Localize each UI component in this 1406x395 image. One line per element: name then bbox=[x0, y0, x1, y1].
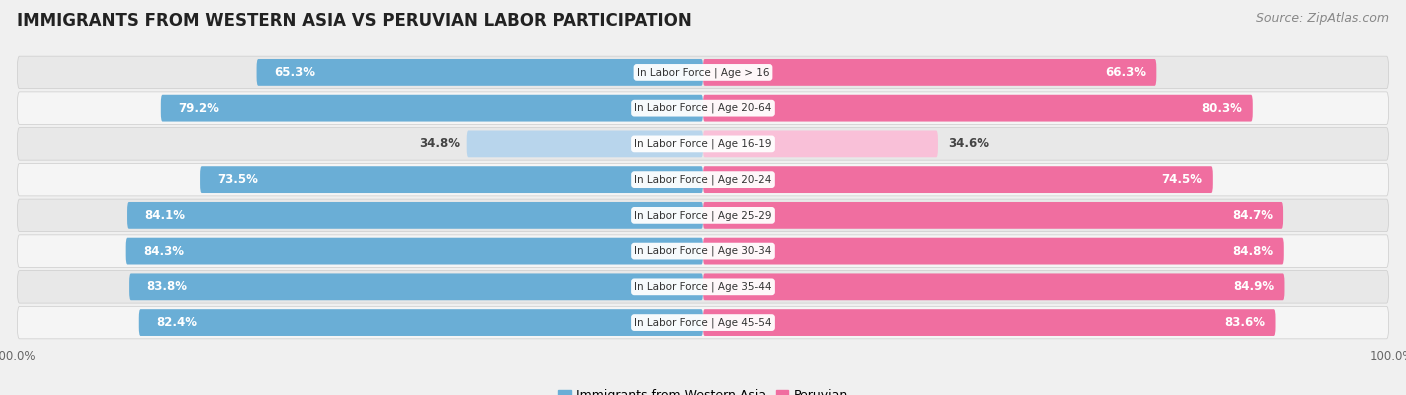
FancyBboxPatch shape bbox=[127, 202, 703, 229]
Text: 84.7%: 84.7% bbox=[1232, 209, 1272, 222]
FancyBboxPatch shape bbox=[129, 273, 703, 300]
FancyBboxPatch shape bbox=[703, 202, 1284, 229]
FancyBboxPatch shape bbox=[703, 273, 1285, 300]
Text: In Labor Force | Age 25-29: In Labor Force | Age 25-29 bbox=[634, 210, 772, 221]
FancyBboxPatch shape bbox=[17, 271, 1389, 303]
FancyBboxPatch shape bbox=[125, 238, 703, 265]
FancyBboxPatch shape bbox=[703, 130, 938, 157]
FancyBboxPatch shape bbox=[256, 59, 703, 86]
FancyBboxPatch shape bbox=[467, 130, 703, 157]
FancyBboxPatch shape bbox=[200, 166, 703, 193]
Text: 83.6%: 83.6% bbox=[1225, 316, 1265, 329]
Text: 65.3%: 65.3% bbox=[274, 66, 315, 79]
FancyBboxPatch shape bbox=[17, 56, 1389, 88]
FancyBboxPatch shape bbox=[17, 235, 1389, 267]
Text: 66.3%: 66.3% bbox=[1105, 66, 1146, 79]
FancyBboxPatch shape bbox=[703, 59, 1156, 86]
FancyBboxPatch shape bbox=[703, 166, 1213, 193]
FancyBboxPatch shape bbox=[703, 238, 1284, 265]
Text: 34.8%: 34.8% bbox=[419, 137, 460, 150]
Legend: Immigrants from Western Asia, Peruvian: Immigrants from Western Asia, Peruvian bbox=[554, 384, 852, 395]
Text: 82.4%: 82.4% bbox=[156, 316, 197, 329]
Text: In Labor Force | Age 20-24: In Labor Force | Age 20-24 bbox=[634, 174, 772, 185]
Text: Source: ZipAtlas.com: Source: ZipAtlas.com bbox=[1256, 12, 1389, 25]
Text: 73.5%: 73.5% bbox=[218, 173, 259, 186]
Text: 74.5%: 74.5% bbox=[1161, 173, 1202, 186]
Text: 83.8%: 83.8% bbox=[146, 280, 187, 293]
Text: In Labor Force | Age 16-19: In Labor Force | Age 16-19 bbox=[634, 139, 772, 149]
Text: In Labor Force | Age 20-64: In Labor Force | Age 20-64 bbox=[634, 103, 772, 113]
FancyBboxPatch shape bbox=[17, 307, 1389, 339]
FancyBboxPatch shape bbox=[17, 92, 1389, 124]
Text: In Labor Force | Age 35-44: In Labor Force | Age 35-44 bbox=[634, 282, 772, 292]
Text: 84.8%: 84.8% bbox=[1232, 245, 1274, 258]
FancyBboxPatch shape bbox=[17, 199, 1389, 231]
FancyBboxPatch shape bbox=[17, 164, 1389, 196]
FancyBboxPatch shape bbox=[703, 95, 1253, 122]
Text: 79.2%: 79.2% bbox=[179, 102, 219, 115]
Text: 34.6%: 34.6% bbox=[948, 137, 990, 150]
FancyBboxPatch shape bbox=[160, 95, 703, 122]
Text: In Labor Force | Age 45-54: In Labor Force | Age 45-54 bbox=[634, 317, 772, 328]
Text: 84.9%: 84.9% bbox=[1233, 280, 1274, 293]
Text: 84.3%: 84.3% bbox=[143, 245, 184, 258]
Text: 84.1%: 84.1% bbox=[145, 209, 186, 222]
FancyBboxPatch shape bbox=[17, 128, 1389, 160]
FancyBboxPatch shape bbox=[139, 309, 703, 336]
Text: In Labor Force | Age 30-34: In Labor Force | Age 30-34 bbox=[634, 246, 772, 256]
FancyBboxPatch shape bbox=[703, 309, 1275, 336]
Text: IMMIGRANTS FROM WESTERN ASIA VS PERUVIAN LABOR PARTICIPATION: IMMIGRANTS FROM WESTERN ASIA VS PERUVIAN… bbox=[17, 12, 692, 30]
Text: 80.3%: 80.3% bbox=[1202, 102, 1243, 115]
Text: In Labor Force | Age > 16: In Labor Force | Age > 16 bbox=[637, 67, 769, 78]
